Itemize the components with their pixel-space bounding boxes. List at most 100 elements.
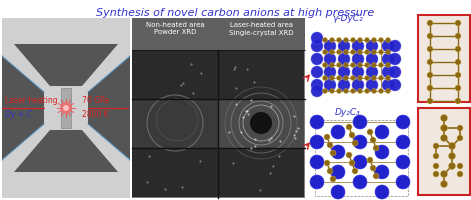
Ellipse shape bbox=[455, 85, 461, 91]
Ellipse shape bbox=[338, 66, 350, 78]
Ellipse shape bbox=[382, 79, 394, 91]
Ellipse shape bbox=[448, 162, 455, 170]
Ellipse shape bbox=[352, 79, 364, 91]
Ellipse shape bbox=[440, 114, 447, 121]
Ellipse shape bbox=[310, 135, 324, 149]
Ellipse shape bbox=[310, 135, 324, 149]
Ellipse shape bbox=[343, 75, 349, 80]
Ellipse shape bbox=[353, 115, 367, 129]
Ellipse shape bbox=[366, 66, 378, 78]
Ellipse shape bbox=[457, 135, 463, 141]
Bar bbox=[218, 99, 304, 148]
Ellipse shape bbox=[352, 168, 358, 174]
Ellipse shape bbox=[382, 66, 394, 78]
Ellipse shape bbox=[379, 38, 383, 43]
Ellipse shape bbox=[372, 62, 376, 68]
Ellipse shape bbox=[350, 49, 356, 54]
Ellipse shape bbox=[372, 49, 376, 54]
Ellipse shape bbox=[370, 165, 376, 171]
Ellipse shape bbox=[352, 66, 364, 78]
Ellipse shape bbox=[379, 49, 383, 54]
Ellipse shape bbox=[331, 145, 345, 159]
Ellipse shape bbox=[331, 165, 345, 179]
Bar bbox=[132, 148, 218, 197]
Ellipse shape bbox=[389, 53, 401, 65]
Bar bbox=[2, 18, 130, 198]
Ellipse shape bbox=[366, 53, 378, 65]
Ellipse shape bbox=[385, 49, 390, 54]
Polygon shape bbox=[2, 56, 44, 160]
Ellipse shape bbox=[310, 115, 324, 129]
Ellipse shape bbox=[310, 115, 324, 129]
Ellipse shape bbox=[389, 40, 401, 52]
Ellipse shape bbox=[396, 155, 410, 169]
Ellipse shape bbox=[357, 62, 363, 68]
Ellipse shape bbox=[433, 153, 439, 159]
Bar bbox=[61, 88, 71, 128]
Ellipse shape bbox=[311, 85, 323, 97]
Ellipse shape bbox=[372, 88, 376, 94]
Ellipse shape bbox=[324, 66, 336, 78]
Ellipse shape bbox=[330, 49, 334, 54]
Ellipse shape bbox=[349, 132, 355, 138]
Ellipse shape bbox=[455, 20, 461, 26]
Ellipse shape bbox=[338, 40, 350, 52]
Ellipse shape bbox=[311, 66, 323, 78]
Ellipse shape bbox=[427, 33, 433, 39]
Ellipse shape bbox=[427, 98, 433, 104]
Ellipse shape bbox=[457, 125, 463, 131]
Ellipse shape bbox=[379, 75, 383, 80]
Ellipse shape bbox=[343, 49, 349, 54]
Ellipse shape bbox=[440, 180, 447, 188]
Text: 2800 K: 2800 K bbox=[82, 110, 109, 119]
Ellipse shape bbox=[385, 88, 390, 94]
Ellipse shape bbox=[311, 53, 323, 65]
Ellipse shape bbox=[327, 142, 333, 148]
Ellipse shape bbox=[365, 49, 370, 54]
Ellipse shape bbox=[396, 155, 410, 169]
Ellipse shape bbox=[310, 175, 324, 189]
Bar bbox=[315, 120, 408, 196]
Ellipse shape bbox=[352, 53, 364, 65]
Ellipse shape bbox=[375, 125, 389, 139]
Ellipse shape bbox=[343, 62, 349, 68]
Ellipse shape bbox=[336, 75, 341, 80]
Ellipse shape bbox=[427, 72, 433, 78]
Ellipse shape bbox=[389, 79, 401, 91]
Ellipse shape bbox=[396, 135, 410, 149]
Ellipse shape bbox=[323, 62, 327, 68]
Ellipse shape bbox=[353, 115, 367, 129]
Ellipse shape bbox=[455, 46, 461, 52]
Ellipse shape bbox=[353, 135, 367, 149]
Text: Dy + C: Dy + C bbox=[5, 110, 32, 119]
Ellipse shape bbox=[375, 165, 389, 179]
Ellipse shape bbox=[396, 115, 410, 129]
Ellipse shape bbox=[350, 88, 356, 94]
Ellipse shape bbox=[357, 88, 363, 94]
Ellipse shape bbox=[455, 72, 461, 78]
Ellipse shape bbox=[357, 75, 363, 80]
Ellipse shape bbox=[427, 85, 433, 91]
Ellipse shape bbox=[330, 150, 336, 156]
Ellipse shape bbox=[367, 129, 373, 135]
Ellipse shape bbox=[330, 75, 334, 80]
Ellipse shape bbox=[372, 38, 376, 43]
Ellipse shape bbox=[365, 38, 370, 43]
Bar bbox=[132, 99, 218, 148]
Ellipse shape bbox=[330, 62, 334, 68]
Ellipse shape bbox=[310, 155, 324, 169]
Ellipse shape bbox=[433, 171, 439, 177]
Ellipse shape bbox=[323, 38, 327, 43]
Ellipse shape bbox=[349, 160, 355, 166]
Ellipse shape bbox=[382, 53, 394, 65]
Ellipse shape bbox=[357, 49, 363, 54]
Ellipse shape bbox=[382, 40, 394, 52]
Ellipse shape bbox=[396, 175, 410, 189]
Ellipse shape bbox=[427, 46, 433, 52]
Ellipse shape bbox=[385, 38, 390, 43]
Ellipse shape bbox=[385, 75, 390, 80]
Text: Dy₂C₃: Dy₂C₃ bbox=[335, 108, 361, 117]
Ellipse shape bbox=[311, 40, 323, 52]
Ellipse shape bbox=[357, 38, 363, 43]
Ellipse shape bbox=[350, 62, 356, 68]
